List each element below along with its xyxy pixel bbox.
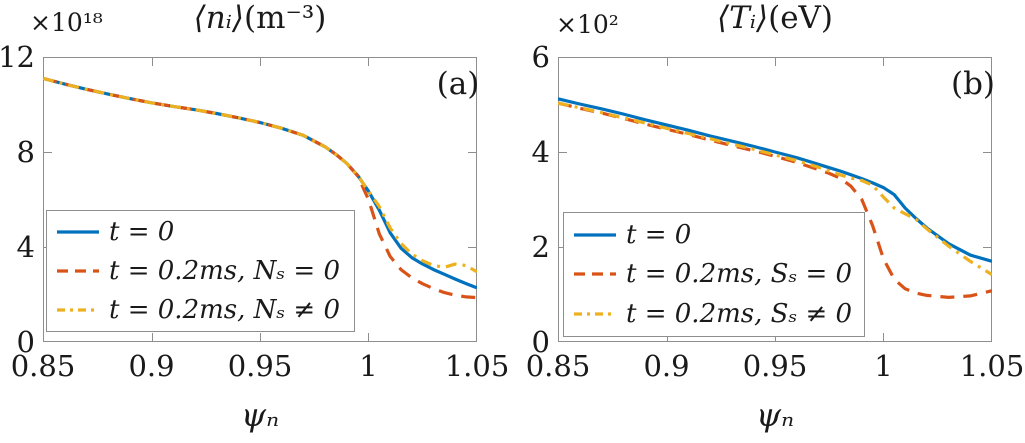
legend: t = 0 t = 0.2ms, Sₛ = 0 t = 0.2ms, Sₛ ≠ 0: [563, 212, 865, 337]
x-tick-label: 1.05: [444, 349, 510, 383]
legend-row: t = 0.2ms, Nₛ ≠ 0: [51, 295, 350, 325]
legend-label: t = 0: [626, 219, 692, 250]
plot-title-b-var: ⟨Tᵢ⟩: [716, 0, 769, 36]
legend-sample-line: [57, 308, 99, 312]
axes-frame: [558, 57, 992, 342]
y-tick-label: 0: [531, 325, 550, 359]
plot-title-a: ⟨nᵢ⟩(m⁻³): [43, 0, 477, 36]
x-tick-label: 1: [359, 349, 378, 383]
legend: t = 0 t = 0.2ms, Nₛ = 0 t = 0.2ms, Nₛ ≠ 0: [46, 210, 355, 332]
legend-label: t = 0.2ms, Sₛ ≠ 0: [626, 299, 853, 330]
x-tick-label: 0.85: [10, 349, 76, 383]
y-tick-label: 4: [531, 135, 550, 169]
legend-label: t = 0.2ms, Nₛ = 0: [109, 255, 341, 286]
y-tick-label: 4: [16, 230, 35, 264]
series-line-2: [43, 76, 477, 274]
legend-sample-line: [574, 272, 616, 277]
legend-row: t = 0.2ms, Sₛ = 0: [568, 259, 860, 289]
legend-row: t = 0: [51, 217, 350, 247]
y-axis-offset-label-b: ×10²: [556, 10, 619, 39]
x-axis-label-b: ψₙ: [755, 396, 795, 434]
x-tick-label: 1: [874, 349, 893, 383]
series-line-0: [558, 97, 992, 263]
x-tick-label: 0.9: [643, 349, 690, 383]
y-tick-label: 6: [531, 40, 550, 74]
plot-area-b: [558, 57, 992, 342]
y-tick-label: 8: [16, 135, 35, 169]
legend-label: t = 0.2ms, Nₛ ≠ 0: [109, 294, 341, 325]
x-tick-label: 0.85: [525, 349, 591, 383]
axes-frame: [43, 57, 477, 342]
plot-title-b: ⟨Tᵢ⟩(eV): [558, 0, 992, 36]
y-tick-label: 12: [0, 40, 35, 74]
y-axis-offset-label-a: ×10¹⁸: [30, 8, 103, 37]
legend-sample-line: [57, 269, 99, 273]
legend-label: t = 0: [109, 217, 175, 248]
legend-sample-line: [574, 233, 616, 237]
x-tick-label: 1.05: [959, 349, 1025, 383]
legend-label: t = 0.2ms, Sₛ = 0: [626, 259, 853, 290]
legend-sample-line: [57, 230, 99, 234]
panel-label-a: (a): [436, 66, 480, 102]
series-line-1: [558, 101, 992, 299]
x-tick-label: 0.95: [742, 349, 808, 383]
legend-row: t = 0.2ms, Nₛ = 0: [51, 256, 350, 286]
plot-area-a: [43, 57, 477, 342]
plot-title-b-unit: (eV): [768, 0, 834, 36]
legend-sample-line: [574, 312, 616, 316]
y-tick-label: 2: [531, 230, 550, 264]
y-tick-label: 0: [16, 325, 35, 359]
x-tick-label: 0.9: [128, 349, 175, 383]
x-tick-label: 0.95: [227, 349, 293, 383]
legend-row: t = 0.2ms, Sₛ ≠ 0: [568, 299, 860, 329]
legend-row: t = 0: [568, 220, 860, 250]
plot-title-a-var: ⟨nᵢ⟩: [193, 0, 244, 36]
x-axis-label-a: ψₙ: [240, 396, 280, 434]
panel-label-b: (b): [950, 66, 996, 102]
series-line-1: [43, 76, 477, 300]
plot-title-a-unit: (m⁻³): [244, 0, 327, 36]
